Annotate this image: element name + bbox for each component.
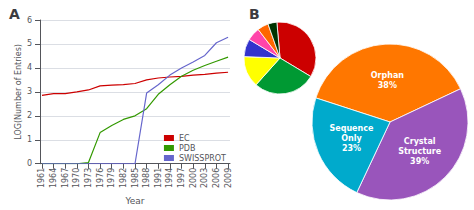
svg-text:39%: 39% [410, 157, 429, 166]
svg-text:2: 2 [27, 111, 32, 120]
svg-text:1997: 1997 [177, 168, 186, 188]
svg-text:1985: 1985 [131, 168, 140, 188]
svg-text:0: 0 [27, 159, 32, 168]
svg-text:1991: 1991 [154, 168, 163, 188]
svg-text:1982: 1982 [119, 168, 128, 188]
svg-text:2003: 2003 [200, 168, 209, 188]
svg-text:Structure: Structure [398, 147, 441, 156]
svg-text:1976: 1976 [96, 168, 105, 188]
svg-text:3: 3 [27, 87, 32, 96]
svg-text:2009: 2009 [224, 168, 233, 188]
svg-text:1961: 1961 [37, 168, 46, 188]
svg-text:2000: 2000 [189, 168, 198, 188]
svg-text:EC: EC [179, 134, 190, 143]
svg-text:Orphan: Orphan [371, 71, 405, 80]
svg-text:1994: 1994 [165, 168, 174, 188]
svg-text:SWISSPROT: SWISSPROT [179, 154, 226, 163]
svg-text:2006: 2006 [212, 168, 221, 188]
svg-text:Only: Only [341, 134, 362, 143]
svg-text:4: 4 [27, 63, 32, 72]
svg-text:1: 1 [27, 135, 32, 144]
svg-text:PDB: PDB [179, 144, 195, 153]
svg-text:1964: 1964 [49, 168, 58, 188]
svg-text:38%: 38% [378, 81, 397, 90]
svg-text:1988: 1988 [142, 168, 151, 188]
svg-text:1973: 1973 [84, 168, 93, 188]
svg-text:1970: 1970 [72, 168, 81, 188]
svg-text:6: 6 [27, 16, 32, 25]
svg-text:Sequence: Sequence [330, 124, 374, 133]
svg-text:LOG(Number of Entries): LOG(Number of Entries) [14, 44, 23, 140]
svg-text:Crystal: Crystal [404, 137, 436, 146]
svg-text:A: A [9, 6, 20, 22]
svg-text:23%: 23% [342, 144, 361, 153]
svg-text:B: B [249, 6, 260, 22]
svg-text:Year: Year [124, 196, 144, 206]
svg-text:1967: 1967 [61, 168, 70, 188]
svg-text:1979: 1979 [107, 168, 116, 188]
svg-text:5: 5 [27, 39, 32, 48]
